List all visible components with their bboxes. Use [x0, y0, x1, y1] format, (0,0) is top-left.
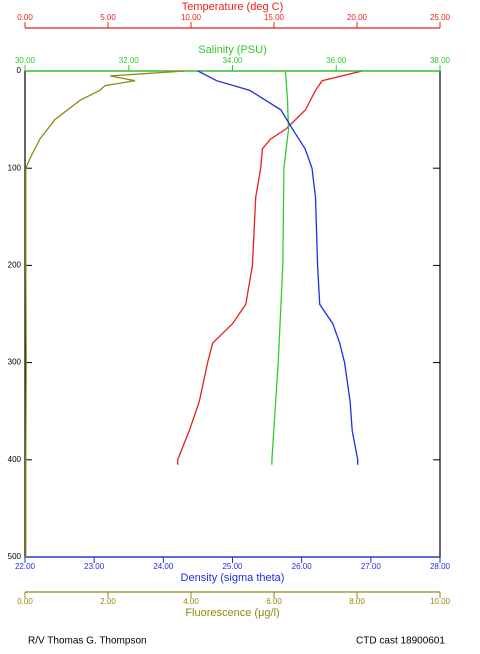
x-tick-label: 30.00	[15, 56, 36, 65]
x-tick-label: 8.00	[349, 597, 365, 606]
x-tick-label: 10.00	[430, 597, 451, 606]
x-tick-label: 28.00	[430, 562, 451, 571]
x-tick-label: 24.00	[153, 562, 174, 571]
y-tick-label: 200	[8, 261, 22, 270]
x-tick-label: 5.00	[100, 13, 116, 22]
x-tick-label: 32.00	[119, 56, 140, 65]
x-tick-label: 38.00	[430, 56, 451, 65]
x-tick-label: 25.00	[222, 562, 243, 571]
axis-title: Temperature (deg C)	[182, 1, 284, 13]
profile-line	[271, 70, 290, 465]
x-tick-label: 26.00	[292, 562, 313, 571]
x-tick-label: 6.00	[266, 597, 282, 606]
profile-line	[25, 70, 185, 557]
x-tick-label: 10.00	[181, 13, 202, 22]
footer-left: R/V Thomas G. Thompson	[28, 636, 147, 647]
y-tick-label: 0	[17, 66, 22, 75]
footer-right: CTD cast 18900601	[356, 636, 445, 647]
x-tick-label: 0.00	[17, 13, 33, 22]
profile-line	[177, 70, 363, 465]
axis-title: Density (sigma theta)	[181, 572, 285, 584]
x-tick-label: 22.00	[15, 562, 36, 571]
x-tick-label: 23.00	[84, 562, 105, 571]
x-tick-label: 20.00	[347, 13, 368, 22]
plot-frame	[24, 70, 441, 558]
x-tick-label: 15.00	[264, 13, 285, 22]
y-tick-label: 300	[8, 358, 22, 367]
x-tick-label: 34.00	[222, 56, 243, 65]
x-tick-label: 27.00	[361, 562, 382, 571]
profile-line	[197, 70, 359, 465]
x-tick-label: 4.00	[183, 597, 199, 606]
y-tick-label: 500	[8, 552, 22, 561]
x-tick-label: 25.00	[430, 13, 451, 22]
x-tick-label: 0.00	[17, 597, 33, 606]
x-tick-label: 36.00	[326, 56, 347, 65]
x-tick-label: 2.00	[100, 597, 116, 606]
y-tick-label: 100	[8, 163, 22, 172]
axis-title: Salinity (PSU)	[198, 44, 266, 56]
axis-title: Fluorescence (μg/l)	[185, 607, 279, 619]
y-tick-label: 400	[8, 455, 22, 464]
